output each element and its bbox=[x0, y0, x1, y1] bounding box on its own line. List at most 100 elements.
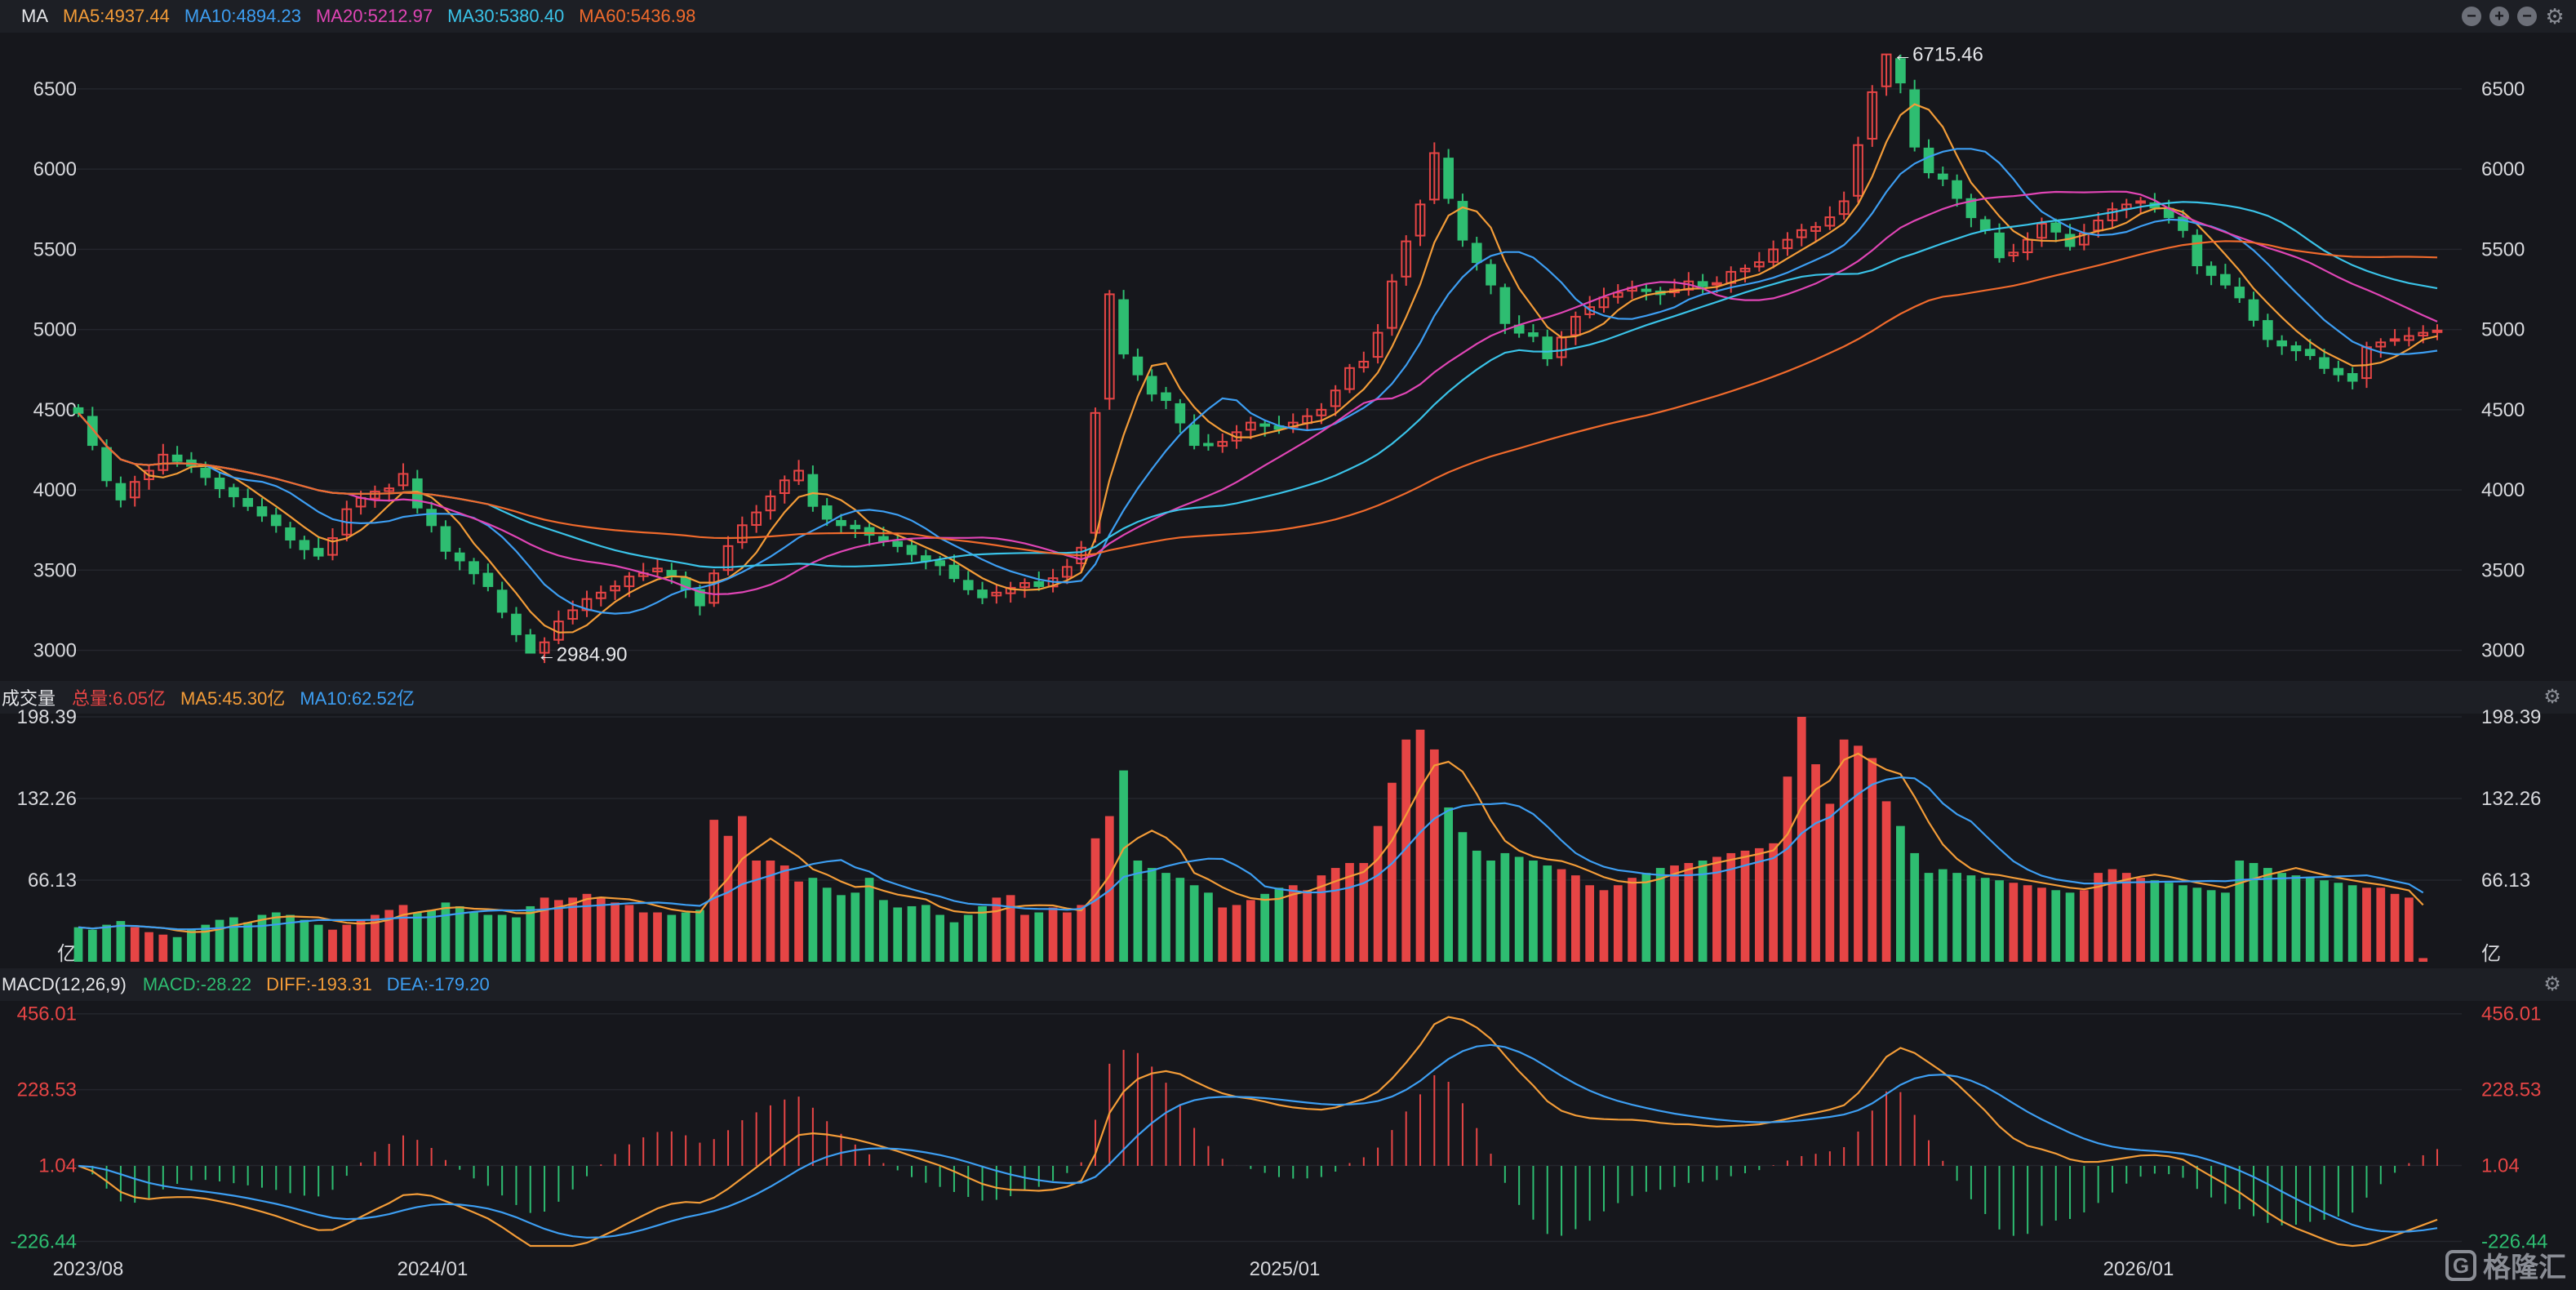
volume-bar bbox=[1119, 770, 1128, 962]
price-pane-title: MA bbox=[21, 6, 48, 26]
volume-bar bbox=[1868, 758, 1877, 962]
volume-bar bbox=[313, 924, 323, 962]
volume-bar bbox=[427, 910, 436, 962]
volume-bar bbox=[540, 897, 549, 962]
volume-bar bbox=[1317, 875, 1326, 962]
candle-body bbox=[1499, 287, 1511, 324]
x-axis-date-label: 2024/01 bbox=[398, 1258, 469, 1280]
ma60-line bbox=[78, 240, 2438, 557]
volume-bar bbox=[596, 897, 606, 962]
volume-bar bbox=[638, 912, 648, 962]
price-axis-label-right: 4500 bbox=[2481, 399, 2525, 421]
candle-body bbox=[73, 407, 84, 414]
candle-body bbox=[101, 447, 112, 482]
candle-body bbox=[2205, 265, 2217, 276]
candle-body bbox=[1146, 376, 1157, 395]
candle-body bbox=[1513, 324, 1525, 334]
price-axis-label-left: 3500 bbox=[33, 559, 77, 581]
volume-bar bbox=[1345, 863, 1354, 962]
candle-body bbox=[1612, 291, 1623, 298]
volume-bar bbox=[1783, 776, 1792, 962]
volume-bar bbox=[1388, 782, 1397, 962]
candle-body bbox=[2064, 234, 2076, 247]
candle-body bbox=[1259, 423, 1271, 427]
candle-body bbox=[1584, 306, 1596, 315]
candle-body bbox=[539, 641, 550, 654]
gear-icon[interactable]: ⚙ bbox=[2543, 686, 2561, 708]
volume-bar bbox=[611, 902, 620, 962]
price-axis-label-left: 6500 bbox=[33, 78, 77, 100]
volume-bar bbox=[568, 897, 578, 962]
candle-body bbox=[1895, 58, 1906, 84]
candle-body bbox=[256, 506, 268, 517]
candle-body bbox=[722, 545, 734, 572]
candle-body bbox=[2107, 208, 2118, 221]
volume-bar bbox=[893, 907, 903, 962]
volume-bar bbox=[2347, 885, 2357, 962]
volume-bar bbox=[1500, 852, 1510, 962]
gear-icon[interactable]: ⚙ bbox=[2545, 4, 2565, 29]
volume-bar bbox=[1246, 900, 1255, 962]
volume-bar bbox=[2418, 958, 2428, 962]
volume-bar bbox=[243, 922, 253, 962]
candle-body bbox=[2135, 200, 2146, 204]
volume-bar bbox=[1641, 873, 1651, 962]
candle-body bbox=[2121, 203, 2132, 210]
candle-body bbox=[751, 511, 762, 526]
ma5-value: MA5:4937.44 bbox=[63, 6, 170, 26]
candle-body bbox=[525, 634, 536, 654]
candle-body bbox=[1810, 225, 1821, 232]
volume-bar bbox=[2178, 885, 2187, 962]
candle-body bbox=[1542, 336, 1553, 359]
volume-bar bbox=[1966, 875, 1976, 962]
watermark-logo: G 格隆汇 bbox=[2445, 1245, 2566, 1285]
candle-body bbox=[2290, 345, 2302, 352]
macd-pane-title: MACD(12,26,9) bbox=[2, 974, 127, 994]
price-axis-label-right: 6500 bbox=[2481, 78, 2525, 100]
volume-bar bbox=[1401, 739, 1411, 962]
candle-body bbox=[1838, 200, 1850, 216]
volume-bar bbox=[1698, 861, 1708, 962]
volume-bar bbox=[2107, 869, 2117, 962]
macd-axis-label-left: 456.01 bbox=[17, 1003, 77, 1025]
volume-bar bbox=[483, 914, 493, 962]
plus-icon[interactable]: + bbox=[2489, 7, 2509, 26]
x-axis-date-label: 2025/01 bbox=[1250, 1258, 1321, 1280]
candle-body bbox=[624, 576, 635, 588]
price-axis-label-right: 3500 bbox=[2481, 559, 2525, 581]
volume-bar bbox=[497, 914, 507, 962]
candle-body bbox=[1627, 287, 1637, 292]
volume-bar bbox=[187, 929, 196, 962]
volume-bar bbox=[1303, 890, 1312, 962]
gear-icon[interactable]: ⚙ bbox=[2543, 973, 2561, 995]
volume-bar bbox=[384, 910, 394, 962]
candle-body bbox=[469, 561, 479, 575]
candle-body bbox=[87, 416, 98, 447]
volume-bar bbox=[2221, 892, 2230, 962]
volume-bar bbox=[1712, 856, 1721, 962]
candle-body bbox=[2375, 341, 2387, 348]
minus-icon[interactable]: − bbox=[2462, 7, 2481, 26]
candle-body bbox=[299, 540, 310, 550]
candle-body bbox=[1428, 152, 1440, 201]
candle-body bbox=[2163, 207, 2174, 219]
candle-body bbox=[129, 481, 140, 499]
volume-bar bbox=[2405, 897, 2414, 962]
volume-bar bbox=[1175, 878, 1185, 962]
candle-body bbox=[1401, 240, 1412, 278]
candle-body bbox=[807, 474, 819, 507]
volume-axis-label-right: 66.13 bbox=[2481, 870, 2530, 892]
ma30-value: MA30:5380.40 bbox=[447, 6, 565, 26]
volume-axis-label-right: 132.26 bbox=[2481, 788, 2541, 810]
volume-bar bbox=[1910, 852, 1920, 962]
candle-body bbox=[2234, 287, 2245, 299]
macd-axis-label-right: 1.04 bbox=[2481, 1155, 2520, 1177]
candle-body bbox=[384, 487, 395, 492]
candle-body bbox=[793, 469, 804, 482]
minus-icon[interactable]: − bbox=[2517, 7, 2537, 26]
candlestick-series bbox=[73, 53, 2443, 664]
volume-bar bbox=[709, 820, 719, 962]
volume-bar bbox=[1811, 764, 1820, 962]
candle-body bbox=[1979, 219, 1991, 231]
candle-body bbox=[2079, 232, 2090, 246]
